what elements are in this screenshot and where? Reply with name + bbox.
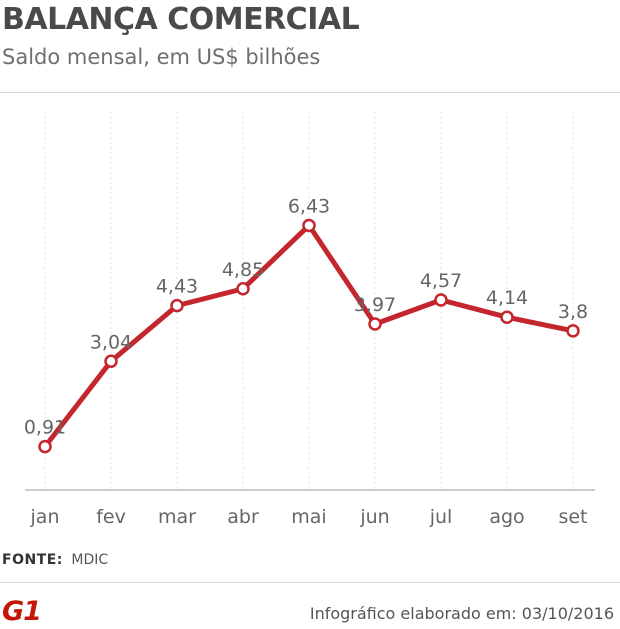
x-tick-labels: jan fev mar abr mai jun jul ago set [30, 506, 588, 528]
data-points [38, 218, 580, 454]
footer-divider [0, 582, 620, 583]
source-note: FONTE: MDIC [2, 550, 108, 570]
data-point-jul [434, 293, 448, 307]
data-point-abr [236, 282, 250, 296]
chart-title: BALANÇA COMERCIAL [2, 2, 360, 37]
g1-logo: G1 [2, 596, 42, 627]
x-tick-label-jul: jul [429, 506, 453, 528]
line-chart: jan fev mar abr mai jun jul ago set 0,91 3,04 4,43… [24, 112, 595, 528]
data-point-set [566, 324, 580, 338]
x-tick-label-mar: mar [158, 506, 196, 528]
data-label-mar: 4,43 [156, 276, 198, 298]
data-label-fev: 3,04 [90, 331, 132, 353]
x-tick-label-fev: fev [96, 506, 126, 528]
data-point-fev [104, 354, 118, 369]
chart-subtitle: Saldo mensal, em US$ bilhões [2, 45, 321, 69]
grid-lines [44, 112, 574, 490]
source-value: MDIC [71, 552, 109, 568]
data-point-mai [302, 218, 316, 233]
data-labels: 0,91 3,04 4,43 4,85 6,43 3,97 4,57 4,14 3,8 [24, 195, 588, 438]
data-label-jul: 4,57 [420, 270, 462, 292]
data-point-jan [38, 439, 52, 454]
x-tick-label-jan: jan [30, 506, 60, 528]
x-tick-label-abr: abr [227, 506, 259, 528]
x-tick-label-mai: mai [291, 506, 326, 528]
data-label-jan: 0,91 [24, 417, 66, 439]
credit-text: Infográfico elaborado em: 03/10/2016 [309, 604, 614, 623]
data-label-set: 3,8 [558, 301, 588, 323]
data-label-jun: 3,97 [354, 294, 396, 316]
x-tick-label-set: set [558, 506, 587, 528]
source-label: FONTE: [2, 552, 63, 568]
x-tick-label-jun: jun [359, 506, 389, 528]
data-label-mai: 6,43 [288, 195, 330, 217]
data-point-ago [500, 310, 514, 324]
data-label-ago: 4,14 [486, 287, 528, 309]
data-label-abr: 4,85 [222, 259, 264, 281]
data-point-mar [170, 298, 184, 313]
x-tick-label-ago: ago [489, 506, 524, 528]
header-divider [0, 92, 620, 93]
data-point-jun [368, 317, 382, 331]
